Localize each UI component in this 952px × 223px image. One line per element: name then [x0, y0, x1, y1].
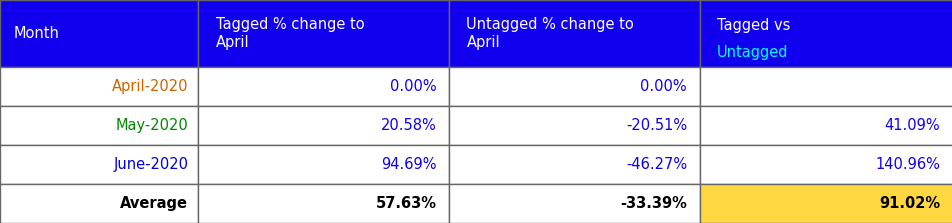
Bar [0, 106, 198, 145]
Bar [0, 145, 198, 184]
Text: Untagged % change to
April: Untagged % change to April [466, 17, 633, 50]
Bar [448, 145, 699, 184]
Bar [0, 184, 198, 223]
Text: Tagged vs: Tagged vs [717, 18, 790, 33]
Text: 0.00%: 0.00% [389, 79, 436, 94]
Text: 0.00%: 0.00% [640, 79, 686, 94]
Text: April-2020: April-2020 [111, 79, 188, 94]
Bar [448, 0, 699, 67]
Text: Tagged % change to
April: Tagged % change to April [215, 17, 364, 50]
Bar [699, 106, 952, 145]
Bar [198, 67, 448, 106]
Bar [0, 67, 198, 106]
Text: 20.58%: 20.58% [380, 118, 436, 133]
Text: May-2020: May-2020 [115, 118, 188, 133]
Bar [198, 106, 448, 145]
Text: -20.51%: -20.51% [625, 118, 686, 133]
Bar [699, 145, 952, 184]
Text: -33.39%: -33.39% [620, 196, 686, 211]
Bar [448, 106, 699, 145]
Bar [699, 184, 952, 223]
Text: -46.27%: -46.27% [625, 157, 686, 172]
Bar [198, 184, 448, 223]
Bar [448, 184, 699, 223]
Bar [198, 0, 448, 67]
Text: Untagged: Untagged [717, 45, 788, 60]
Text: 91.02%: 91.02% [879, 196, 940, 211]
Bar [0, 0, 198, 67]
Bar [198, 145, 448, 184]
Bar [448, 67, 699, 106]
Text: 57.63%: 57.63% [375, 196, 436, 211]
Bar [699, 67, 952, 106]
Text: Average: Average [120, 196, 188, 211]
Text: June-2020: June-2020 [113, 157, 188, 172]
Bar [699, 0, 952, 67]
Text: 41.09%: 41.09% [883, 118, 940, 133]
Text: Month: Month [14, 26, 60, 41]
Text: 94.69%: 94.69% [381, 157, 436, 172]
Text: 140.96%: 140.96% [875, 157, 940, 172]
